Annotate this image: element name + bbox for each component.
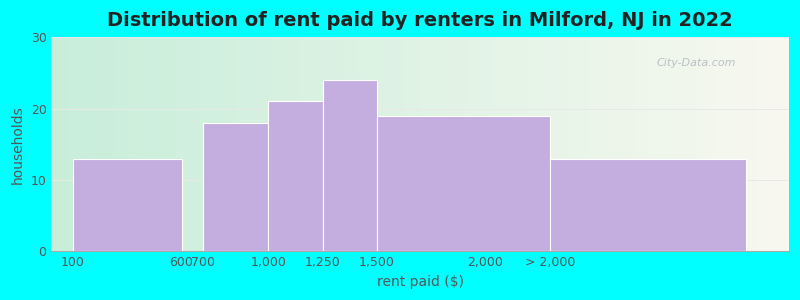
Bar [268,101,322,251]
Bar [203,123,268,251]
Bar [322,80,377,251]
Title: Distribution of rent paid by renters in Milford, NJ in 2022: Distribution of rent paid by renters in … [107,11,733,30]
X-axis label: rent paid ($): rent paid ($) [377,275,464,289]
Bar [550,159,746,251]
Bar [73,159,182,251]
Bar [377,116,550,251]
Text: City-Data.com: City-Data.com [656,58,736,68]
Y-axis label: households: households [11,105,25,184]
